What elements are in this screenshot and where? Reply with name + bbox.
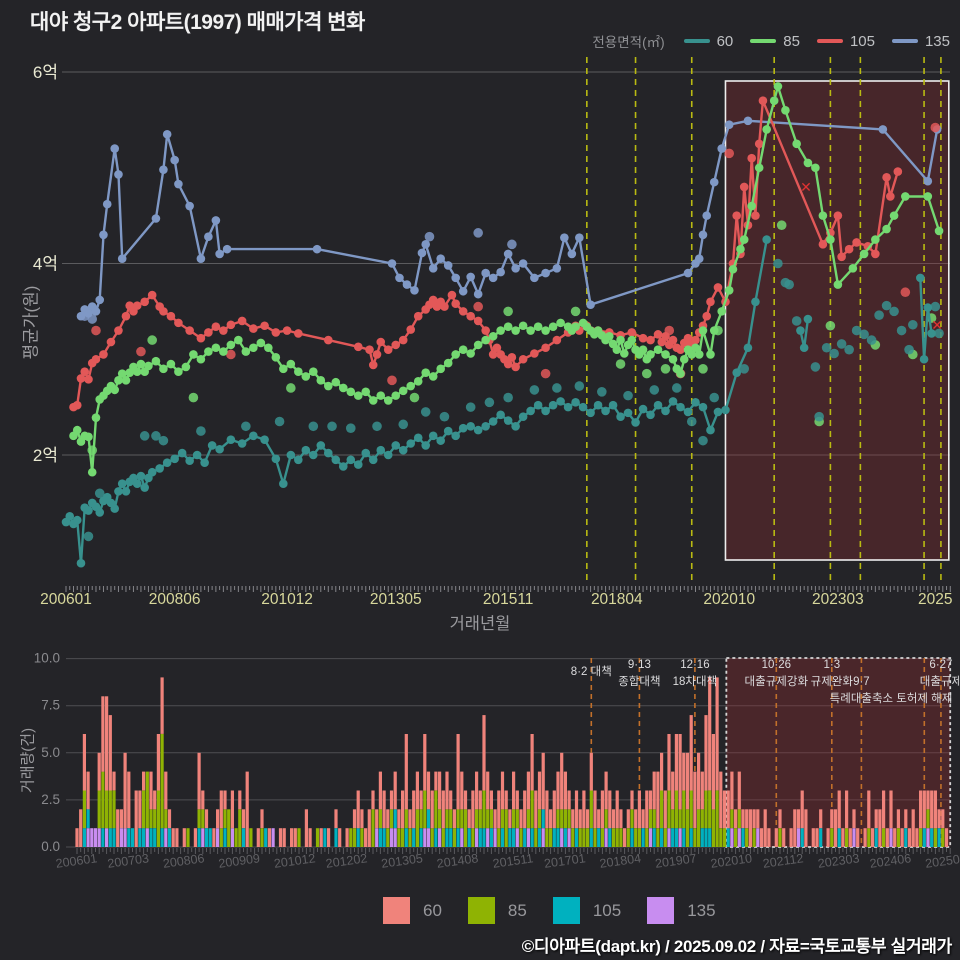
svg-text:201511: 201511 [492, 851, 534, 871]
svg-text:202303: 202303 [812, 591, 864, 608]
svg-text:201202: 201202 [325, 851, 368, 871]
svg-text:201305: 201305 [380, 851, 423, 871]
svg-text:9·7: 9·7 [853, 676, 870, 688]
svg-text:12·16: 12·16 [680, 659, 709, 671]
svg-text:200806: 200806 [149, 591, 201, 608]
svg-text:201408: 201408 [436, 851, 479, 871]
svg-text:2억: 2억 [33, 446, 58, 465]
svg-text:18차대책: 18차대책 [673, 674, 718, 688]
price-legend: 전용면적(㎡) 60 85 105 135 [592, 31, 950, 51]
svg-text:2.5: 2.5 [41, 792, 60, 807]
svg-text:201511: 201511 [483, 591, 534, 608]
svg-text:종합대책: 종합대책 [618, 674, 660, 688]
line-swatch-85-icon [750, 39, 777, 43]
volume-chart-canvas: 0.0 2.5 5.0 7.5 10.0 200601 200703 200806 200909… [34, 651, 960, 871]
price-x-axis-label: 거래년월 [449, 615, 511, 633]
svg-text:0.0: 0.0 [41, 839, 60, 854]
svg-text:특례대출축소: 특례대출축소 [830, 692, 893, 705]
svg-text:201804: 201804 [591, 591, 643, 608]
legend-item-60[interactable]: 60 [683, 33, 733, 50]
svg-text:10·26: 10·26 [762, 659, 791, 671]
bar-swatch-135-icon [647, 897, 675, 924]
svg-text:1·3: 1·3 [823, 659, 840, 671]
line-swatch-135-icon [891, 39, 918, 43]
svg-text:200601: 200601 [55, 851, 98, 871]
svg-text:201804: 201804 [599, 851, 642, 871]
svg-text:200703: 200703 [107, 851, 150, 871]
volume-legend: 60 85 105 135 [383, 897, 742, 924]
footer-credit: ©디아파트(dapt.kr) / 2025.09.02 / 자료=국토교통부 실… [521, 937, 953, 956]
volume-legend-item-105[interactable]: 105 [552, 897, 621, 924]
svg-text:202506: 202506 [924, 851, 960, 871]
bar-swatch-105-icon [552, 897, 580, 924]
svg-text:대출규제강화: 대출규제강화 [745, 675, 809, 688]
svg-text:202112: 202112 [762, 851, 804, 871]
legend-item-105[interactable]: 105 [816, 33, 875, 50]
volume-legend-item-85[interactable]: 85 [467, 897, 527, 924]
svg-text:10.0: 10.0 [34, 651, 60, 666]
svg-text:201701: 201701 [543, 851, 586, 871]
svg-text:202010: 202010 [710, 851, 753, 871]
svg-text:200601: 200601 [40, 591, 92, 608]
svg-text:대출규제: 대출규제 [920, 675, 960, 688]
svg-text:201012: 201012 [261, 591, 313, 608]
bar-swatch-85-icon [467, 897, 495, 924]
bar-swatch-60-icon [383, 897, 410, 924]
svg-text:201907: 201907 [654, 851, 697, 871]
svg-text:200806: 200806 [162, 851, 205, 871]
svg-text:201305: 201305 [370, 591, 422, 608]
svg-text:5.0: 5.0 [41, 745, 60, 760]
svg-text:✕: ✕ [800, 179, 812, 195]
svg-text:6·27: 6·27 [929, 659, 952, 671]
svg-text:201012: 201012 [273, 851, 316, 871]
svg-text:토허제 해제: 토허제 해제 [896, 692, 952, 705]
svg-text:✕: ✕ [931, 317, 943, 333]
legend-title: 전용면적(㎡) [592, 35, 665, 50]
svg-text:202406: 202406 [869, 851, 912, 871]
svg-text:4억: 4억 [33, 255, 58, 274]
svg-text:규제완화: 규제완화 [811, 675, 854, 688]
svg-text:202303: 202303 [817, 851, 860, 871]
line-swatch-60-icon [683, 39, 710, 43]
svg-text:8·2 대책: 8·2 대책 [571, 664, 612, 678]
svg-text:200909: 200909 [218, 851, 261, 871]
svg-text:9·13: 9·13 [628, 659, 651, 671]
svg-text:202010: 202010 [703, 591, 755, 608]
page-title: 대야 청구2 아파트(1997) 매매가격 변화 [30, 11, 365, 34]
legend-item-85[interactable]: 85 [750, 33, 800, 50]
legend-item-135[interactable]: 135 [891, 33, 950, 50]
svg-text:2025: 2025 [918, 591, 952, 608]
svg-text:6억: 6억 [33, 63, 58, 82]
volume-legend-item-60[interactable]: 60 [383, 897, 442, 924]
price-chart-canvas: 2억 4억 6억 200601 200806 201012 201305 201511 2018… [33, 57, 953, 608]
volume-legend-item-135[interactable]: 135 [647, 897, 716, 924]
line-swatch-105-icon [816, 39, 843, 43]
svg-text:7.5: 7.5 [41, 698, 60, 713]
